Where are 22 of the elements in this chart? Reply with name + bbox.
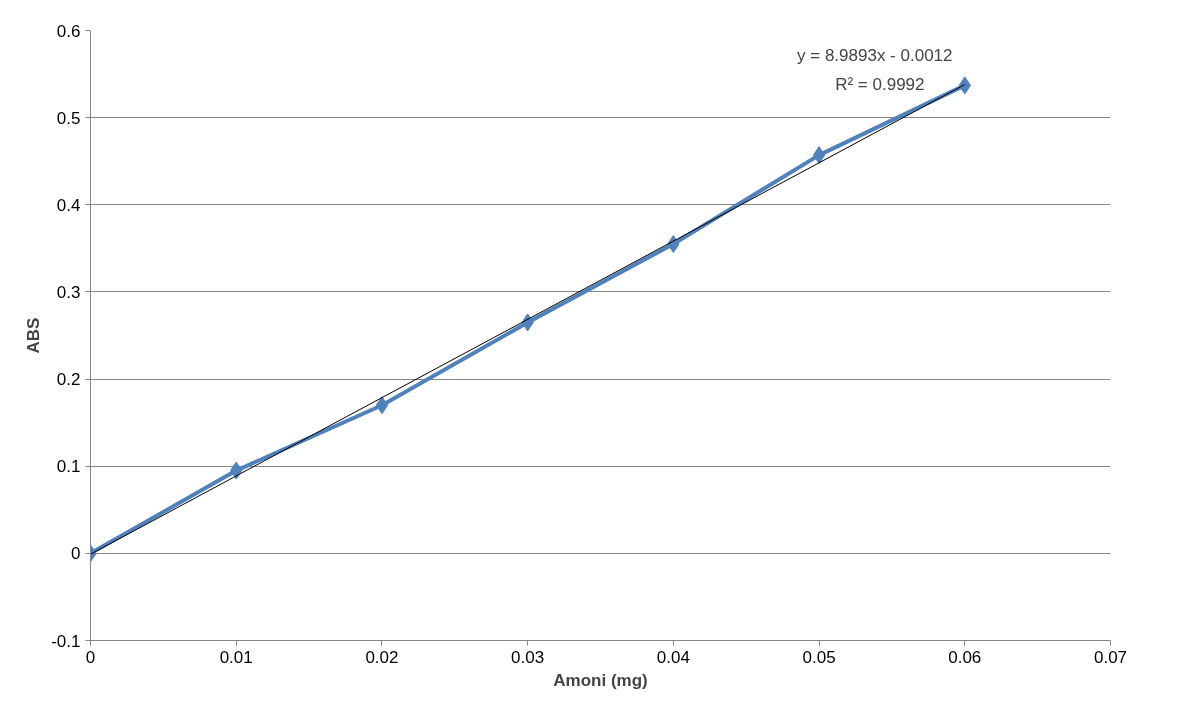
x-tick-label: 0.06	[948, 647, 982, 667]
y-tick-label: 0.4	[56, 195, 81, 215]
annotation: R² = 0.9992	[835, 75, 925, 95]
x-axis-title: Amoni (mg)	[553, 670, 648, 690]
y-tick-label: 0	[71, 544, 81, 564]
y-tick-label: 0.3	[56, 282, 81, 302]
x-tick-label: 0.07	[1093, 647, 1128, 667]
y-tick-label: 0.5	[56, 108, 81, 128]
y-axis-title: ABS	[24, 317, 44, 354]
x-tick-label: 0.03	[511, 647, 545, 667]
x-tick-label: 0.01	[219, 647, 253, 667]
point	[375, 396, 389, 415]
annotation: y = 8.9893x - 0.0012	[797, 46, 953, 66]
point	[812, 146, 826, 165]
y-tick-label: 0.2	[56, 370, 81, 390]
x-tick-label: 0.02	[365, 647, 399, 667]
x-tick-label: 0.04	[656, 647, 690, 667]
y-tick-label: 0.1	[56, 457, 81, 477]
x-tick-label: 0	[85, 647, 96, 667]
y-tick-label: 0.6	[56, 21, 81, 41]
y-tick-label: -0.1	[51, 631, 81, 651]
x-tick-label: 0.05	[802, 647, 836, 667]
